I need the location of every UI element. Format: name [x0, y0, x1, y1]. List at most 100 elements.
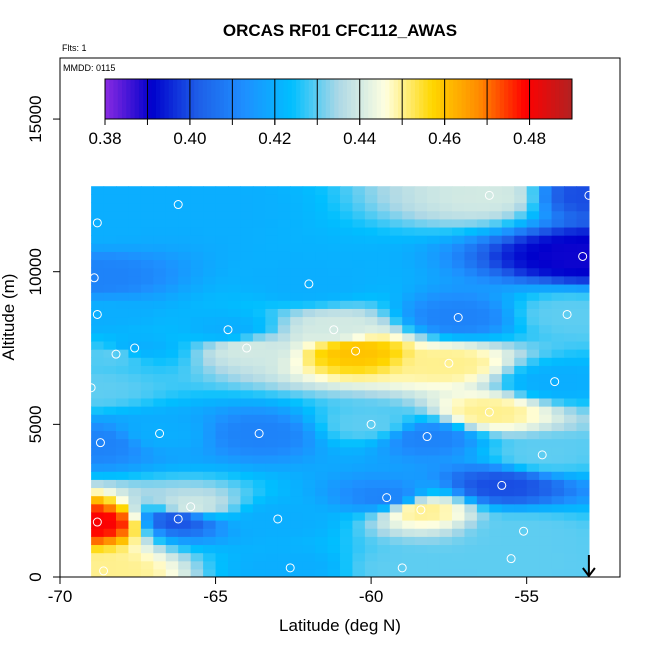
heatmap-cell [340, 251, 354, 261]
heatmap-cell [128, 422, 142, 432]
heatmap-cell [190, 308, 204, 318]
heatmap-cell [128, 365, 142, 375]
heatmap-cell [315, 349, 329, 358]
heatmap-cell [414, 495, 428, 505]
heatmap-cell [203, 397, 217, 407]
heatmap-cell [476, 226, 490, 236]
heatmap-cell [514, 560, 528, 570]
heatmap-cell [501, 292, 515, 301]
heatmap-cell [190, 283, 204, 293]
heatmap-cell [427, 308, 441, 318]
heatmap-cell [302, 186, 316, 195]
heatmap-cell [352, 544, 366, 554]
heatmap-cell [91, 560, 105, 570]
heatmap-cell [277, 194, 291, 204]
heatmap-cell [315, 300, 329, 309]
heatmap-cell [240, 251, 254, 261]
heatmap-cell [452, 446, 466, 456]
heatmap-cell [277, 438, 291, 448]
heatmap-cell [103, 194, 117, 204]
heatmap-cell [427, 365, 441, 375]
heatmap-cell [277, 389, 291, 399]
colorbar-segment [334, 79, 339, 119]
heatmap-cell [414, 406, 428, 415]
heatmap-cell [103, 308, 117, 318]
heatmap-cell [576, 454, 590, 464]
heatmap-cell [265, 511, 279, 521]
heatmap-cell [153, 414, 167, 423]
colorbar-segment [542, 79, 548, 119]
heatmap-cell [103, 536, 117, 546]
heatmap-cell [526, 292, 540, 301]
heatmap-cell [564, 414, 578, 423]
heatmap-cell [91, 235, 105, 244]
heatmap-cell [277, 202, 291, 212]
heatmap-cell [265, 479, 279, 489]
heatmap-cell [340, 235, 354, 244]
heatmap-cell [203, 218, 217, 228]
heatmap-cell [290, 568, 304, 577]
heatmap-cell [228, 560, 242, 570]
heatmap-cell [327, 373, 341, 383]
heatmap-cell [240, 438, 254, 448]
heatmap-cell [252, 487, 266, 497]
heatmap-cell [364, 479, 378, 489]
heatmap-cell [377, 202, 391, 212]
heatmap-cell [489, 251, 503, 261]
heatmap-cell [91, 300, 105, 309]
heatmap-cell [265, 454, 279, 464]
heatmap-cell [576, 536, 590, 546]
heatmap-cell [240, 316, 254, 326]
heatmap-cell [302, 422, 316, 432]
heatmap-cell [128, 243, 142, 252]
heatmap-cell [153, 226, 167, 236]
heatmap-cell [265, 520, 279, 529]
heatmap-cell [551, 292, 565, 301]
heatmap-cell [178, 520, 192, 529]
heatmap-cell [116, 340, 130, 350]
heatmap-cell [377, 210, 391, 220]
heatmap-cell [439, 283, 453, 293]
heatmap-cell [290, 292, 304, 301]
heatmap-cell [178, 210, 192, 220]
heatmap-cell [153, 292, 167, 301]
heatmap-cell [153, 520, 167, 529]
heatmap-cell [402, 267, 416, 277]
heatmap-cell [128, 316, 142, 326]
heatmap-cell [327, 267, 341, 277]
heatmap-cell [514, 259, 528, 269]
heatmap-cell [252, 300, 266, 309]
heatmap-cell [564, 552, 578, 562]
heatmap-cell [128, 235, 142, 244]
heatmap-cell [190, 235, 204, 244]
heatmap-cell [389, 186, 403, 195]
heatmap-cell [327, 332, 341, 342]
heatmap-cell [290, 357, 304, 366]
heatmap-cell [501, 194, 515, 204]
heatmap-cell [476, 463, 490, 472]
heatmap-cell [91, 536, 105, 546]
heatmap-cell [364, 446, 378, 456]
heatmap-cell [140, 251, 154, 261]
heatmap-cell [501, 349, 515, 358]
heatmap-cell [564, 267, 578, 277]
heatmap-cell [91, 381, 105, 391]
heatmap-cell [402, 552, 416, 562]
heatmap-cell [290, 479, 304, 489]
heatmap-cell [539, 349, 553, 358]
heatmap-cell [215, 406, 229, 415]
heatmap-cell [103, 275, 117, 285]
heatmap-cell [91, 186, 105, 195]
heatmap-cell [551, 528, 565, 537]
heatmap-cell [501, 259, 515, 269]
colorbar-segment [380, 79, 386, 119]
colorbar-tick-label: 0.46 [428, 129, 461, 148]
heatmap-cell [91, 430, 105, 440]
heatmap-cell [128, 389, 142, 399]
heatmap-cell [427, 568, 441, 577]
heatmap-cell [402, 463, 416, 472]
heatmap-cell [377, 292, 391, 301]
heatmap-cell [476, 487, 490, 497]
heatmap-cell [140, 560, 154, 570]
heatmap-cell [327, 202, 341, 212]
